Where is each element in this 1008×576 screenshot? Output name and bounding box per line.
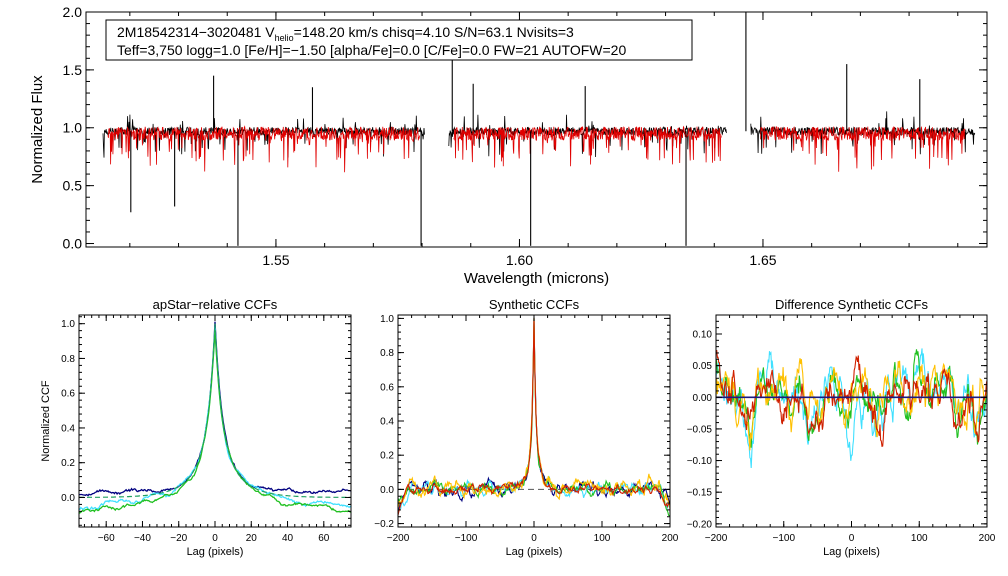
y-tick-label: 0.0: [61, 493, 75, 504]
y-tick-label: 0.5: [63, 178, 83, 194]
spectrum-synthetic-chip-1: [107, 125, 420, 173]
apstar-ccf-ticks: −60 −40 −20 0 20 40 60 0.0 0.2 0.4 0.6 0.8 1.0: [61, 315, 351, 544]
x-tick-label: 40: [282, 533, 294, 544]
y-tick-label: −0.2: [374, 519, 394, 530]
x-tick-label: −20: [170, 533, 187, 544]
x-tick-label: 1.60: [506, 252, 533, 268]
y-tick-label: 0.0: [380, 485, 394, 496]
y-tick-label: 0.00: [693, 393, 713, 404]
spectrum-synthetic-chip-3: [760, 126, 966, 172]
y-tick-label: 0.6: [61, 389, 75, 400]
y-tick-label: 0.4: [61, 423, 75, 434]
annotation-stats: =148.20 km/s chisq=4.10 S/N=63.1 Nvisits…: [294, 24, 574, 40]
y-tick-label: −0.05: [687, 424, 713, 435]
x-tick-label: −60: [98, 533, 115, 544]
synthetic-ccf-ticks: −200 −100 0 100 200 −0.2 0.0 0.2 0.4 0.6 0.8 1.0: [374, 314, 679, 544]
apstar-series-group: [79, 321, 351, 514]
y-tick-label: 0.4: [380, 417, 394, 428]
x-tick-label: −200: [387, 533, 410, 544]
difference-ccf-axes-frame: [715, 314, 988, 528]
apstar-ccf-x-axis-label: Lag (pixels): [187, 546, 244, 558]
y-tick-label: −0.15: [687, 488, 713, 499]
difference-ccf-plot-area: [716, 348, 987, 469]
difference-ccf-panel: −200 −100 0 100 200 −0.20 −0.15 −0.10 −0.05 0.00 0…: [687, 297, 996, 558]
y-tick-label: 1.0: [61, 319, 75, 330]
y-tick-label: 0.8: [61, 354, 75, 365]
synthetic-ccf-panel: −200 −100 0 100 200 −0.2 0.0 0.2 0.4 0.6 0.8 1.0 Sy…: [374, 297, 679, 558]
apstar-ccf-plot-area: [79, 321, 351, 514]
apstar-ccf-panel: −60 −40 −20 0 20 40 60 0.0 0.2 0.4 0.6 0.8 1.0 apSta…: [40, 297, 352, 558]
synthetic-series-group: [398, 317, 670, 517]
x-tick-label: 20: [246, 533, 258, 544]
difference-ccf-visit-2: [716, 349, 987, 448]
x-tick-label: 0: [849, 533, 855, 544]
y-tick-label: 0.8: [380, 348, 394, 359]
apstar-ccf-title: apStar−relative CCFs: [153, 297, 278, 312]
y-tick-label: 1.0: [63, 120, 83, 136]
spectrum-synthetic-chip-2: [453, 125, 722, 168]
spectrum-axes-frame: [85, 11, 988, 248]
x-tick-label: 200: [662, 533, 679, 544]
x-tick-label: 100: [911, 533, 928, 544]
difference-ccf-title: Difference Synthetic CCFs: [775, 297, 928, 312]
y-tick-label: 2.0: [63, 4, 83, 20]
spectrum-y-axis-label: Normalized Flux: [29, 75, 46, 184]
difference-series-group: [716, 348, 987, 469]
spectrum-plot-area: [102, 12, 976, 246]
annotation-line-1: 2M18542314−3020481 Vhelio=148.20 km/s ch…: [117, 24, 574, 43]
x-tick-label: 60: [318, 533, 330, 544]
spectrum-ticks: 1.55 1.60 1.65 0.0 0.5 1.0 1.5 2.0: [63, 4, 987, 268]
x-tick-label: −200: [705, 533, 728, 544]
y-tick-label: 0.6: [380, 382, 394, 393]
annotation-star-id: 2M18542314−3020481 V: [117, 24, 275, 40]
x-tick-label: −40: [134, 533, 151, 544]
y-tick-label: 0.2: [61, 458, 75, 469]
annotation-vhelio-subscript: helio: [275, 33, 294, 43]
synthetic-ccf-title: Synthetic CCFs: [489, 297, 580, 312]
difference-ccf-x-axis-label: Lag (pixels): [823, 546, 880, 558]
x-tick-label: 100: [594, 533, 611, 544]
y-tick-label: 0.2: [380, 451, 394, 462]
x-tick-label: −100: [455, 533, 478, 544]
synthetic-ccf-x-axis-label: Lag (pixels): [506, 546, 563, 558]
x-tick-label: 0: [212, 533, 218, 544]
y-tick-label: 1.0: [380, 314, 394, 325]
annotation-frame: [105, 19, 693, 61]
apstar-ccf-combined: [79, 323, 351, 498]
x-tick-label: −100: [772, 533, 795, 544]
difference-ccf-visit-3: [716, 358, 987, 451]
x-tick-label: 1.65: [749, 252, 776, 268]
spectrum-x-axis-label: Wavelength (microns): [464, 270, 609, 287]
annotation-line-2: Teff=3,750 logg=1.0 [Fe/H]=−1.50 [alpha/…: [117, 42, 626, 58]
spectrum-panel: 1.55 1.60 1.65 0.0 0.5 1.0 1.5 2.0 Wavelength (…: [29, 4, 988, 287]
apstar-ccf-axes-frame: [78, 314, 352, 528]
spectrum-annotation-box: 2M18542314−3020481 Vhelio=148.20 km/s ch…: [105, 19, 693, 61]
spectrum-series-group: [102, 12, 976, 246]
y-tick-label: −0.10: [687, 456, 713, 467]
x-tick-label: 0: [531, 533, 537, 544]
x-tick-label: 1.55: [262, 252, 289, 268]
difference-ccf-ticks: −200 −100 0 100 200 −0.20 −0.15 −0.10 −0.05 0.00 0…: [687, 314, 996, 544]
y-tick-label: 1.5: [63, 62, 83, 78]
apstar-ccf-visit-3: [79, 329, 351, 514]
apstar-ccf-visit-1: [79, 321, 351, 497]
y-tick-label: −0.20: [687, 519, 713, 530]
y-tick-label: 0.05: [693, 361, 713, 372]
x-tick-label: 200: [979, 533, 996, 544]
apstar-ccf-visit-2: [79, 326, 351, 511]
synthetic-ccf-plot-area: [398, 317, 670, 517]
apstar-ccf-y-axis-label: Normalized CCF: [40, 380, 52, 462]
y-tick-label: 0.10: [693, 329, 713, 340]
y-tick-label: 0.0: [63, 235, 83, 251]
